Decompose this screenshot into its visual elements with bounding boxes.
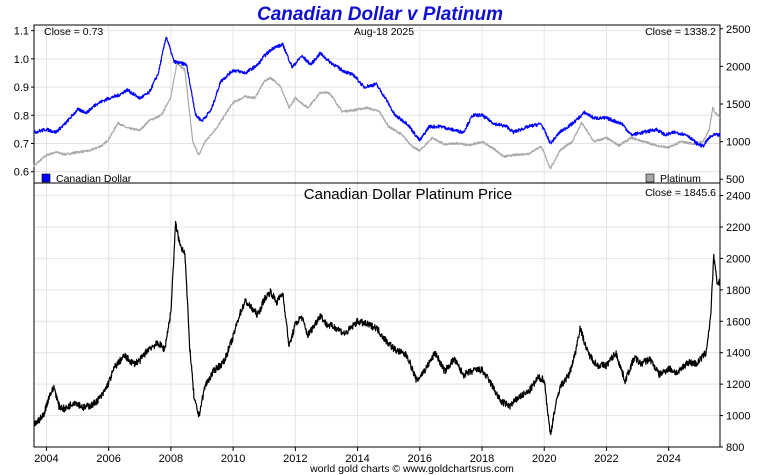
axes: 2004 2006 2008 2010 2012 2014 2016 2018 2020 2022… — [14, 24, 751, 465]
legend-platinum-label: Platinum — [660, 173, 701, 185]
x-tick-label: 2014 — [345, 453, 369, 465]
x-tick-label: 2010 — [221, 453, 245, 465]
bottom-panel-series — [33, 220, 721, 436]
top-panel-series — [33, 36, 721, 170]
left-axis-tick-label: 1.1 — [14, 26, 29, 38]
bottom-close-label: Close = 1845.6 — [645, 187, 716, 199]
x-tick-label: 2022 — [594, 453, 618, 465]
cad-line — [33, 36, 721, 148]
x-tick-label: 2008 — [159, 453, 183, 465]
bottom-panel-grid — [34, 183, 720, 448]
right-axis-tick-label: 800 — [726, 442, 744, 454]
legend-cad-label: Canadian Dollar — [56, 173, 132, 185]
left-axis-tick-label: 1.0 — [14, 54, 29, 66]
close-left-label: Close = 0.73 — [44, 26, 103, 38]
platinum-line — [33, 61, 721, 170]
right-axis-tick-label: 2200 — [726, 222, 750, 234]
x-tick-label: 2016 — [408, 453, 432, 465]
x-tick-label: 2018 — [470, 453, 494, 465]
right-axis-tick-label: 1400 — [726, 348, 750, 360]
right-axis-tick-label: 1800 — [726, 285, 750, 297]
right-axis-tick-label: 2000 — [726, 61, 750, 73]
right-axis-tick-label: 1500 — [726, 99, 750, 111]
date-label: Aug-18 2025 — [354, 26, 414, 38]
top-panel-frame — [33, 24, 721, 184]
left-axis-tick-label: 0.8 — [14, 110, 29, 122]
ratio-line — [33, 220, 721, 436]
x-tick-label: 2020 — [532, 453, 556, 465]
x-tick-label: 2024 — [656, 453, 680, 465]
top-panel-grid — [34, 25, 720, 183]
right-axis-tick-label: 1000 — [726, 137, 750, 149]
right-axis-tick-label: 2000 — [726, 253, 750, 265]
right-axis-tick-label: 1200 — [726, 379, 750, 391]
legend-cad-swatch — [41, 173, 51, 183]
left-axis-tick-label: 0.6 — [14, 167, 29, 179]
left-axis-tick-label: 0.9 — [14, 82, 29, 94]
x-tick-label: 2012 — [283, 453, 307, 465]
x-tick-label: 2006 — [96, 453, 120, 465]
footer-credit: world gold charts © www.goldchartsrus.co… — [309, 463, 514, 475]
bottom-panel-title: Canadian Dollar Platinum Price — [304, 186, 512, 203]
legend-platinum-swatch — [645, 173, 655, 183]
right-axis-tick-label: 1600 — [726, 316, 750, 328]
right-axis-tick-label: 2500 — [726, 24, 750, 36]
close-right-label: Close = 1338.2 — [645, 26, 716, 38]
x-tick-label: 2004 — [34, 453, 58, 465]
bottom-panel-frame — [33, 182, 721, 448]
chart-title: Canadian Dollar v Platinum — [257, 4, 503, 25]
right-axis-tick-label: 500 — [726, 174, 744, 186]
left-axis-tick-label: 0.7 — [14, 139, 29, 151]
right-axis-tick-label: 1000 — [726, 411, 750, 423]
right-axis-tick-label: 2400 — [726, 191, 750, 203]
